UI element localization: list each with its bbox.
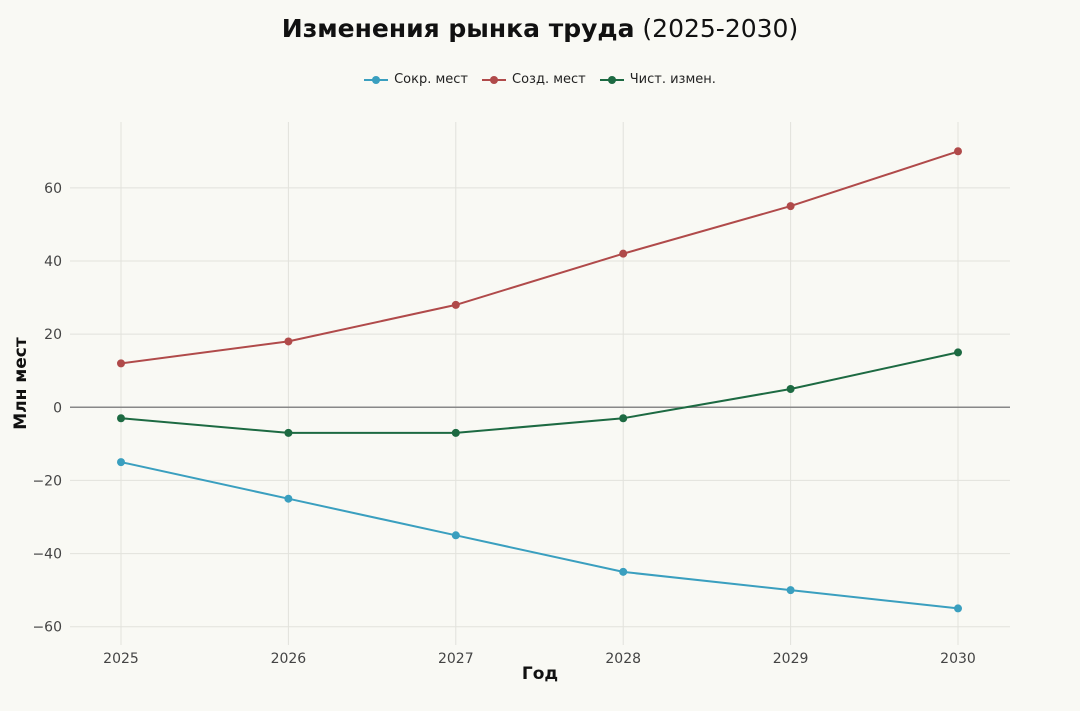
data-point	[284, 337, 293, 346]
legend-item-series-0: Сокр. мест	[364, 72, 468, 87]
chart-title: Изменения рынка труда (2025-2030)	[0, 14, 1080, 43]
series-2	[117, 348, 962, 437]
data-point	[117, 458, 125, 467]
y-tick-label: −40	[32, 547, 62, 563]
grid-lines	[70, 122, 1010, 645]
data-point	[786, 202, 795, 211]
x-tick-label: 2030	[940, 651, 976, 667]
data-point	[117, 359, 125, 368]
series-0	[117, 458, 962, 613]
x-tick-label: 2029	[773, 651, 809, 667]
axis-tick-labels: 2025 2026 2027 2028 2029 2030 −60 −40 −20 0 20 40 60	[32, 181, 975, 667]
y-axis-title: Млн мест	[11, 337, 31, 430]
series-line-1	[120, 150, 959, 365]
chart-title-sub: (2025-2030)	[642, 14, 799, 43]
data-point	[786, 384, 795, 393]
series-line-2	[120, 351, 959, 434]
chart-legend: Сокр. мест Созд. мест Чист. измен.	[0, 72, 1080, 87]
x-axis-title: Год	[522, 664, 558, 684]
data-point	[619, 249, 628, 258]
y-tick-label: 40	[44, 254, 62, 270]
data-point	[284, 494, 293, 503]
x-tick-label: 2027	[438, 651, 474, 667]
series-layer	[117, 147, 962, 613]
x-tick-label: 2028	[605, 651, 641, 667]
data-point	[786, 586, 795, 595]
chart-title-main: Изменения рынка труда	[281, 14, 635, 43]
y-tick-label: 60	[44, 181, 62, 197]
data-point	[954, 348, 962, 357]
data-point	[954, 604, 962, 613]
legend-swatch-series-1	[482, 75, 507, 85]
legend-item-series-2: Чист. измен.	[599, 72, 716, 87]
legend-swatch-series-2	[599, 75, 624, 85]
data-point	[451, 300, 460, 309]
y-tick-label: −20	[32, 473, 62, 489]
data-point	[954, 147, 962, 156]
legend-label-series-0: Сокр. мест	[394, 72, 469, 87]
y-tick-label: 0	[53, 400, 62, 416]
y-tick-label: 20	[44, 327, 62, 343]
legend-swatch-series-0	[364, 75, 389, 85]
data-point	[619, 414, 628, 423]
legend-label-series-1: Созд. мест	[512, 72, 586, 87]
legend-item-series-1: Созд. мест	[482, 72, 586, 87]
data-point	[117, 414, 125, 423]
data-point	[451, 531, 460, 540]
x-tick-label: 2025	[103, 651, 139, 667]
legend-label-series-2: Чист. измен.	[629, 72, 716, 87]
data-point	[619, 567, 628, 576]
data-point	[451, 428, 460, 437]
data-point	[284, 428, 293, 437]
series-line-0	[120, 461, 959, 610]
x-tick-label: 2026	[271, 651, 307, 667]
series-1	[117, 147, 962, 368]
y-tick-label: −60	[32, 620, 62, 636]
